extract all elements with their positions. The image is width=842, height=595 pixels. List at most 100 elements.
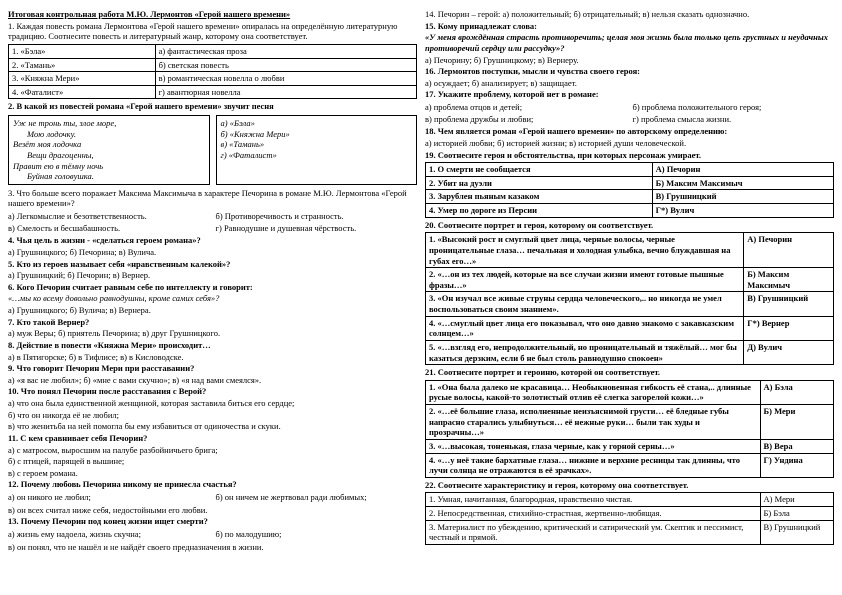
table-row: 4. «…смуглый цвет лица его показывал, чт… <box>426 316 834 340</box>
opt: в) «Тамань» <box>221 139 413 150</box>
q12-opts: а) он никого не любил; б) он ничем не же… <box>8 491 417 504</box>
q11: 11. С кем сравнивает себя Печорин? <box>8 433 417 444</box>
opt: б) по малодушию; <box>216 529 418 540</box>
q3: 3. Что больше всего поражает Максима Мак… <box>8 188 417 209</box>
q1-text: 1. Каждая повесть романа Лермонтова «Гер… <box>8 21 397 42</box>
q12-c: в) он всех считал ниже себя, недостойным… <box>8 505 417 516</box>
opt: а) Легкомыслие и безответственность. <box>8 211 210 222</box>
opt: г) Равнодушие и душевная чёрствость. <box>216 223 418 234</box>
q10-b: б) что он никогда её не любил; <box>8 410 417 421</box>
table-row: 3. «Княжна Мери»в) романтическая новелла… <box>9 72 417 86</box>
q9-opts: а) «я вас не любил»; б) «мне с вами скуч… <box>8 375 417 386</box>
cell: 4. «…смуглый цвет лица его показывал, чт… <box>426 316 744 340</box>
cell: 2. «…её большие глаза, исполненные неизъ… <box>426 405 761 440</box>
poem-line: Буйная головушка. <box>13 171 205 182</box>
q16-opts: а) осуждает; б) анализирует; в) защищает… <box>425 78 834 89</box>
cell: 2. «Тамань» <box>9 58 156 72</box>
table-q1: 1. «Бэла»а) фантастическая проза 2. «Там… <box>8 44 417 100</box>
q16: 16. Лермонтов поступки, мысли и чувства … <box>425 66 834 77</box>
poem-line: Везёт моя лодочка <box>13 139 205 150</box>
q9: 9. Что говорит Печорин Мери при расстава… <box>8 363 417 374</box>
left-column: Итоговая контрольная работа М.Ю. Лермонт… <box>8 8 417 553</box>
cell: б) светская повесть <box>155 58 416 72</box>
q2-block: Уж не тронь ты, злое море, Мою лодочку. … <box>8 113 417 187</box>
q11-a: а) с матросом, выросшим на палубе разбой… <box>8 445 417 456</box>
opt: а) он никого не любил; <box>8 492 210 503</box>
opt: а) проблема отцов и детей; <box>425 102 627 113</box>
q22: 22. Соотнесите характеристику и героя, к… <box>425 480 834 491</box>
table-row: 3. «…высокая, тоненькая, глаза черные, к… <box>426 439 834 453</box>
q19: 19. Соотнесите героя и обстоятельства, п… <box>425 150 834 161</box>
q6-opts: а) Грушницкого; б) Вулича; в) Вернера. <box>8 305 417 316</box>
cell: 3. Материалист по убеждению, критический… <box>426 520 761 544</box>
q15-opts: а) Печорину; б) Грушницкому; в) Вернеру. <box>425 55 834 66</box>
right-column: 14. Печорин – герой: а) положительный; б… <box>425 8 834 553</box>
table-row: 4. «Фаталист»г) авантюрная новелла <box>9 85 417 99</box>
q20: 20. Соотнесите портрет и героя, которому… <box>425 220 834 231</box>
cell: 2. Убит на дуэли <box>426 176 653 190</box>
cell: 3. «…высокая, тоненькая, глаза черные, к… <box>426 439 761 453</box>
q11-c: в) с героем романа. <box>8 468 417 479</box>
q10-c: в) что женитьба на ней помогла бы ему из… <box>8 421 417 432</box>
q7: 7. Кто такой Вернер? <box>8 317 417 328</box>
q4-opts: а) Грушницкого; б) Печорина; в) Вулича. <box>8 247 417 258</box>
table-row: 5. «…взгляд его, непродолжительный, но п… <box>426 340 834 364</box>
table-q19: 1. О смерти не сообщаетсяА) Печорин 2. У… <box>425 162 834 218</box>
q2-text: 2. В какой из повестей романа «Герой наш… <box>8 101 274 111</box>
cell: Г*) Вулич <box>652 204 833 218</box>
cell: А) Бэла <box>760 380 833 404</box>
cell: В) Грушницкий <box>744 292 834 316</box>
poem-line: Уж не тронь ты, злое море, <box>13 118 205 129</box>
opt: в) Смелость и бесшабашность. <box>8 223 210 234</box>
cell: 5. «…взгляд его, непродолжительный, но п… <box>426 340 744 364</box>
q5-opts: а) Грушницкий; б) Печорин; в) Вернер. <box>8 270 417 281</box>
cell: В) Вера <box>760 439 833 453</box>
q13-opts: а) жизнь ему надоела, жизнь скучна; б) п… <box>8 528 417 541</box>
cell: а) фантастическая проза <box>155 44 416 58</box>
q13: 13. Почему Печорин под конец жизни ищет … <box>8 516 417 527</box>
q13-c: в) он понял, что не нашёл и не найдёт св… <box>8 542 417 553</box>
cell: 2. Непосредственная, стихийно-страстная,… <box>426 507 761 521</box>
table-row: 2. Убит на дуэлиБ) Максим Максимыч <box>426 176 834 190</box>
table-row: 2. «…её большие глаза, исполненные неизъ… <box>426 405 834 440</box>
q14: 14. Печорин – герой: а) положительный; б… <box>425 9 834 20</box>
cell: 3. «Княжна Мери» <box>9 72 156 86</box>
q7-opts: а) муж Веры; б) приятель Печорина; в) др… <box>8 328 417 339</box>
cell: Б) Мери <box>760 405 833 440</box>
cell: 2. «…он из тех людей, которые на все слу… <box>426 268 744 292</box>
cell: Б) Максим Максимыч <box>652 176 833 190</box>
q18: 18. Чем является роман «Герой нашего вре… <box>425 126 834 137</box>
cell: в) романтическая новелла о любви <box>155 72 416 86</box>
opt: б) он ничем не жертвовал ради любимых; <box>216 492 418 503</box>
q11-b: б) с птицей, парящей в вышине; <box>8 456 417 467</box>
table-q21: 1. «Она была далеко не красавица… Необык… <box>425 380 834 478</box>
table-q22: 1. Умная, начитанная, благородная, нравс… <box>425 492 834 545</box>
table-row: 3. Материалист по убеждению, критический… <box>426 520 834 544</box>
cell: 1. Умная, начитанная, благородная, нравс… <box>426 493 761 507</box>
cell: 3. Зарублен пьяным казаком <box>426 190 653 204</box>
cell: А) Печорин <box>652 163 833 177</box>
q2: 2. В какой из повестей романа «Герой наш… <box>8 101 417 112</box>
table-row: 2. «Тамань»б) светская повесть <box>9 58 417 72</box>
table-row: 1. «Высокий рост и смуглый цвет лица, че… <box>426 233 834 268</box>
opt: а) жизнь ему надоела, жизнь скучна; <box>8 529 210 540</box>
poem-line: Правит ею в тёмну ночь <box>13 161 205 172</box>
q3-opts: а) Легкомыслие и безответственность. в) … <box>8 210 417 234</box>
cell: 1. «Высокий рост и смуглый цвет лица, че… <box>426 233 744 268</box>
q6-quote: «…мы ко всему довольно равнодушны, кроме… <box>8 293 417 304</box>
table-row: 3. «Он изучал все живые струны сердца че… <box>426 292 834 316</box>
q17: 17. Укажите проблему, которой нет в рома… <box>425 89 834 100</box>
q2-options: а) «Бэла» б) «Княжна Мери» в) «Тамань» г… <box>216 115 418 185</box>
cell: Б) Максим Максимыч <box>744 268 834 292</box>
q18-opts: а) историей любви; б) историей жизни; в)… <box>425 138 834 149</box>
table-row: 4. Умер по дороге из ПерсииГ*) Вулич <box>426 204 834 218</box>
cell: 4. Умер по дороге из Персии <box>426 204 653 218</box>
table-row: 1. О смерти не сообщаетсяА) Печорин <box>426 163 834 177</box>
cell: В) Грушницкий <box>652 190 833 204</box>
cell: 4. «Фаталист» <box>9 85 156 99</box>
table-q20: 1. «Высокий рост и смуглый цвет лица, че… <box>425 232 834 365</box>
table-row: 4. «…у неё такие бархатные глаза… нижние… <box>426 453 834 477</box>
opt: б) «Княжна Мери» <box>221 129 413 140</box>
cell: 3. «Он изучал все живые струны сердца че… <box>426 292 744 316</box>
q17-opts: а) проблема отцов и детей; в) проблема д… <box>425 101 834 125</box>
